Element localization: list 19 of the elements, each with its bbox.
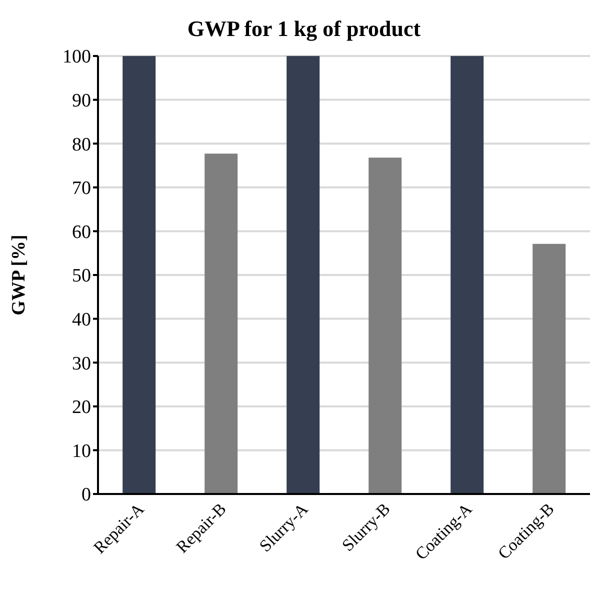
- y-tick-label: 20: [72, 397, 91, 418]
- bar: [204, 154, 238, 494]
- y-tick-label: 90: [72, 90, 91, 112]
- bar: [122, 56, 156, 494]
- y-tick-label: 100: [62, 46, 91, 68]
- y-tick-label: 80: [72, 134, 91, 156]
- bar: [450, 56, 484, 494]
- bar: [286, 56, 320, 494]
- chart-title: GWP for 1 kg of product: [186, 16, 422, 42]
- y-tick-label: 30: [72, 353, 91, 374]
- bar: [368, 158, 402, 494]
- y-tick-label: 10: [72, 440, 91, 462]
- y-axis-title: GWP [%]: [8, 234, 30, 316]
- y-tick-label: 70: [72, 178, 91, 200]
- y-tick-label: 60: [72, 222, 91, 243]
- y-tick-label: 40: [72, 310, 91, 331]
- y-tick-label: 50: [72, 266, 91, 287]
- bar: [532, 244, 566, 494]
- y-tick-label: 0: [82, 484, 91, 506]
